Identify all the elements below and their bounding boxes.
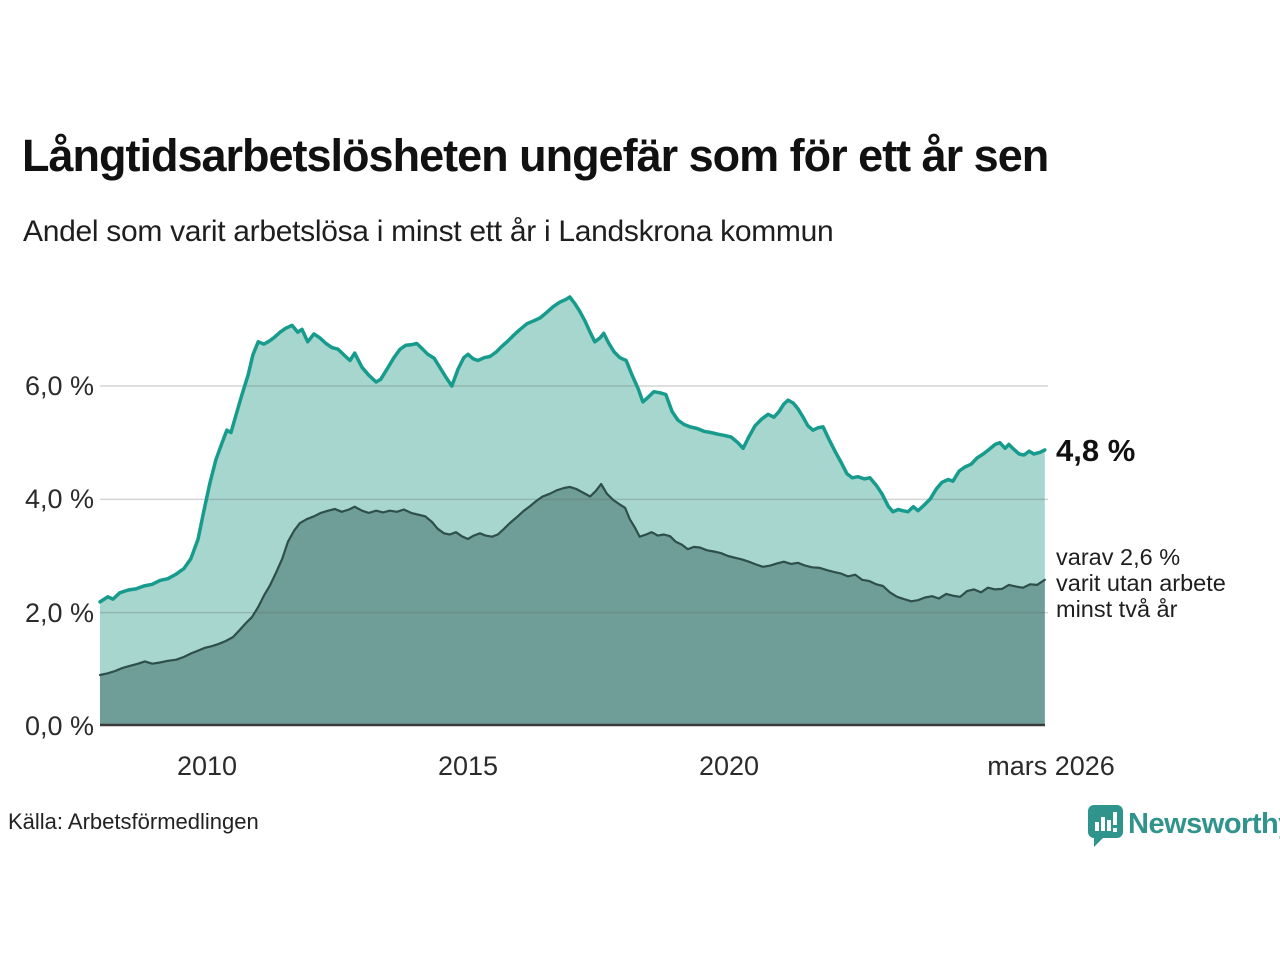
secondary-annotation: varav 2,6 % varit utan arbete minst två …	[1056, 544, 1226, 622]
secondary-annotation-line: varit utan arbete	[1056, 570, 1226, 596]
y-tick-label: 2,0 %	[24, 598, 94, 628]
y-tick-label: 4,0 %	[24, 484, 94, 514]
y-tick-label: 0,0 %	[24, 711, 94, 741]
x-tick-label: 2010	[176, 751, 238, 781]
inner-area-fill	[100, 484, 1045, 726]
total-series-line	[98, 295, 1047, 604]
newsworthy-wordmark: Newsworthy	[1128, 808, 1280, 840]
x-tick-label: 2015	[437, 751, 499, 781]
newsworthy-pin-barchart-icon	[1088, 805, 1123, 847]
source-credit: Källa: Arbetsförmedlingen	[8, 809, 259, 834]
y-tick-label: 6,0 %	[24, 371, 94, 401]
secondary-annotation-line: minst två år	[1056, 596, 1178, 622]
page-title: Långtidsarbetslösheten ungefär som för e…	[22, 130, 1049, 181]
chart-subtitle: Andel som varit arbetslösa i minst ett å…	[23, 215, 834, 248]
latest-value-label: 4,8 %	[1056, 433, 1136, 468]
inner-series-line	[98, 482, 1046, 677]
x-tick-label: 2020	[698, 751, 760, 781]
newsworthy-logo: Newsworthy	[1087, 803, 1280, 851]
secondary-annotation-line: varav 2,6 %	[1056, 544, 1181, 570]
x-tick-label: mars 2026	[987, 751, 1115, 781]
